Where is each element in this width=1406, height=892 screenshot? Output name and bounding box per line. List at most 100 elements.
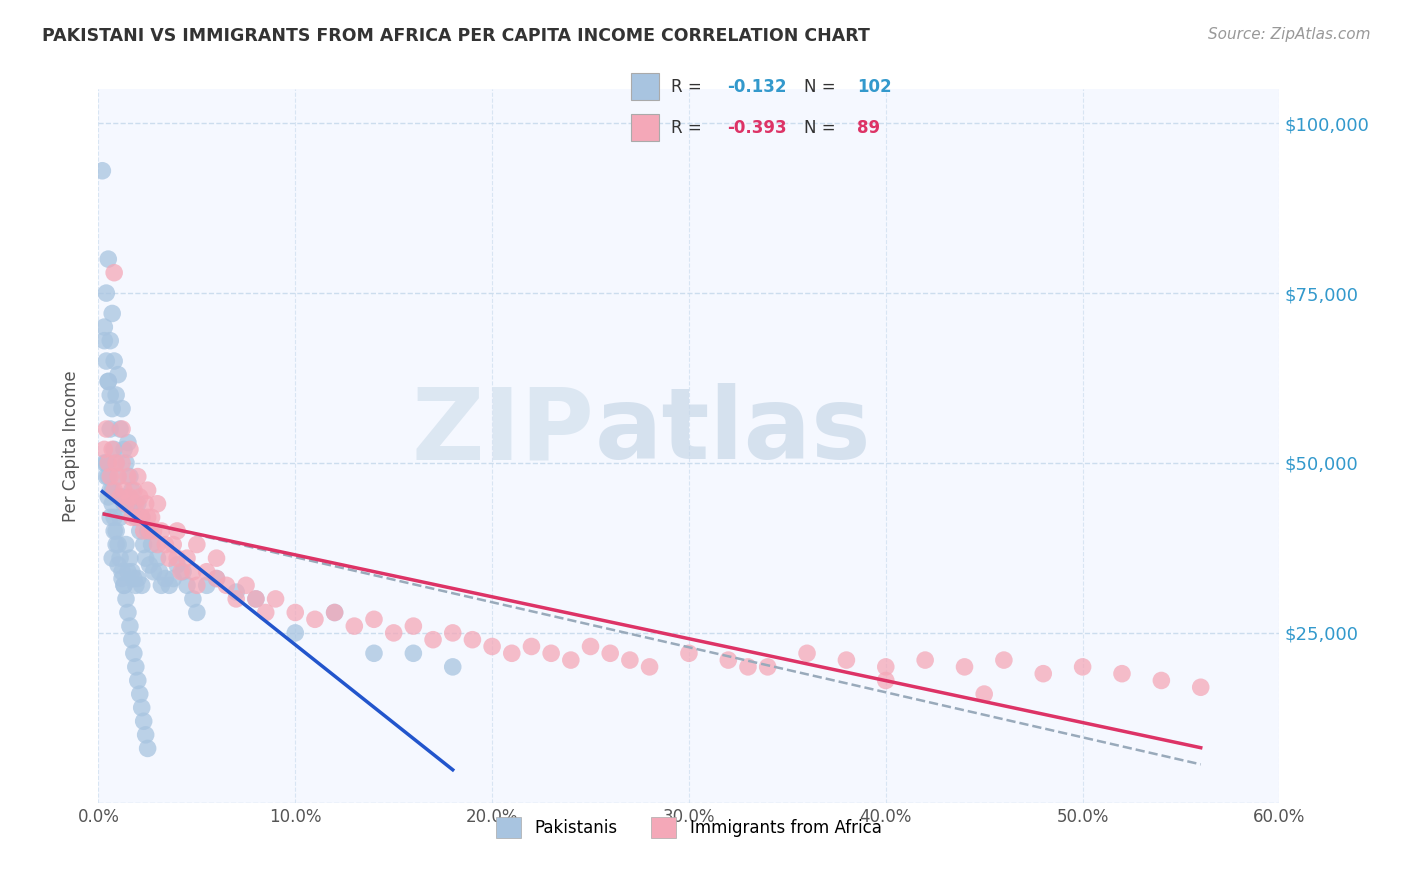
Point xyxy=(835,653,858,667)
Point xyxy=(176,578,198,592)
Point xyxy=(118,469,141,483)
Point xyxy=(93,456,115,470)
Text: N =: N = xyxy=(804,119,835,136)
Point xyxy=(98,469,121,483)
Point xyxy=(363,646,385,660)
Text: atlas: atlas xyxy=(595,384,872,480)
Point xyxy=(115,537,138,551)
Point xyxy=(122,646,145,660)
Point xyxy=(441,626,464,640)
Point xyxy=(225,591,247,606)
Point xyxy=(136,510,159,524)
Point xyxy=(111,401,134,416)
Point xyxy=(101,442,124,457)
Point xyxy=(284,606,307,620)
Point xyxy=(1111,666,1133,681)
Point xyxy=(284,626,307,640)
Point xyxy=(105,456,128,470)
Point xyxy=(127,497,149,511)
Point xyxy=(599,646,621,660)
Point xyxy=(107,469,129,483)
Point xyxy=(678,646,700,660)
Point xyxy=(142,524,165,538)
Point xyxy=(121,510,143,524)
Point xyxy=(973,687,995,701)
Point xyxy=(128,490,150,504)
Text: Source: ZipAtlas.com: Source: ZipAtlas.com xyxy=(1208,27,1371,42)
Point xyxy=(148,565,170,579)
Point xyxy=(122,497,145,511)
Text: -0.132: -0.132 xyxy=(727,78,786,95)
Point xyxy=(176,551,198,566)
Point xyxy=(107,368,129,382)
Point xyxy=(97,375,120,389)
Point xyxy=(323,606,346,620)
Text: -0.393: -0.393 xyxy=(727,119,786,136)
Y-axis label: Per Capita Income: Per Capita Income xyxy=(62,370,80,522)
Point xyxy=(128,524,150,538)
Point xyxy=(136,483,159,498)
Point xyxy=(108,490,131,504)
Point xyxy=(105,456,128,470)
Point xyxy=(93,334,115,348)
Point xyxy=(91,163,114,178)
Point xyxy=(112,442,135,457)
Point xyxy=(186,578,208,592)
Point xyxy=(107,469,129,483)
Point xyxy=(142,565,165,579)
Point xyxy=(108,510,131,524)
Point xyxy=(115,497,138,511)
Point xyxy=(138,558,160,572)
Point xyxy=(111,422,134,436)
Point xyxy=(323,606,346,620)
Point xyxy=(127,673,149,688)
Point xyxy=(155,572,177,586)
Point xyxy=(103,354,125,368)
Point xyxy=(756,660,779,674)
Point xyxy=(112,578,135,592)
Point xyxy=(619,653,641,667)
Point xyxy=(1071,660,1094,674)
Point xyxy=(103,442,125,457)
Point xyxy=(122,483,145,498)
Point xyxy=(128,687,150,701)
Point xyxy=(166,551,188,566)
Point xyxy=(1189,680,1212,694)
Point xyxy=(501,646,523,660)
Point xyxy=(125,497,148,511)
Point xyxy=(131,700,153,714)
Text: N =: N = xyxy=(804,78,835,95)
Point xyxy=(225,585,247,599)
Text: 102: 102 xyxy=(856,78,891,95)
Point xyxy=(138,524,160,538)
Point xyxy=(560,653,582,667)
Point xyxy=(343,619,366,633)
Point xyxy=(103,266,125,280)
Point xyxy=(136,524,159,538)
Point xyxy=(117,606,139,620)
Point xyxy=(875,660,897,674)
Point xyxy=(96,286,118,301)
Point xyxy=(245,591,267,606)
Point xyxy=(993,653,1015,667)
Point xyxy=(118,490,141,504)
Point xyxy=(162,572,184,586)
Point xyxy=(215,578,238,592)
Point xyxy=(540,646,562,660)
Point xyxy=(122,572,145,586)
Point xyxy=(96,456,118,470)
Point xyxy=(111,490,134,504)
Point xyxy=(127,469,149,483)
Point xyxy=(162,537,184,551)
Point xyxy=(96,354,118,368)
Point xyxy=(170,565,193,579)
Point xyxy=(205,551,228,566)
Legend: Pakistanis, Immigrants from Africa: Pakistanis, Immigrants from Africa xyxy=(489,811,889,845)
Point xyxy=(111,572,134,586)
Point xyxy=(98,388,121,402)
Point xyxy=(1150,673,1173,688)
Point xyxy=(97,252,120,266)
Point xyxy=(118,551,141,566)
Point xyxy=(135,551,157,566)
Point xyxy=(195,578,218,592)
